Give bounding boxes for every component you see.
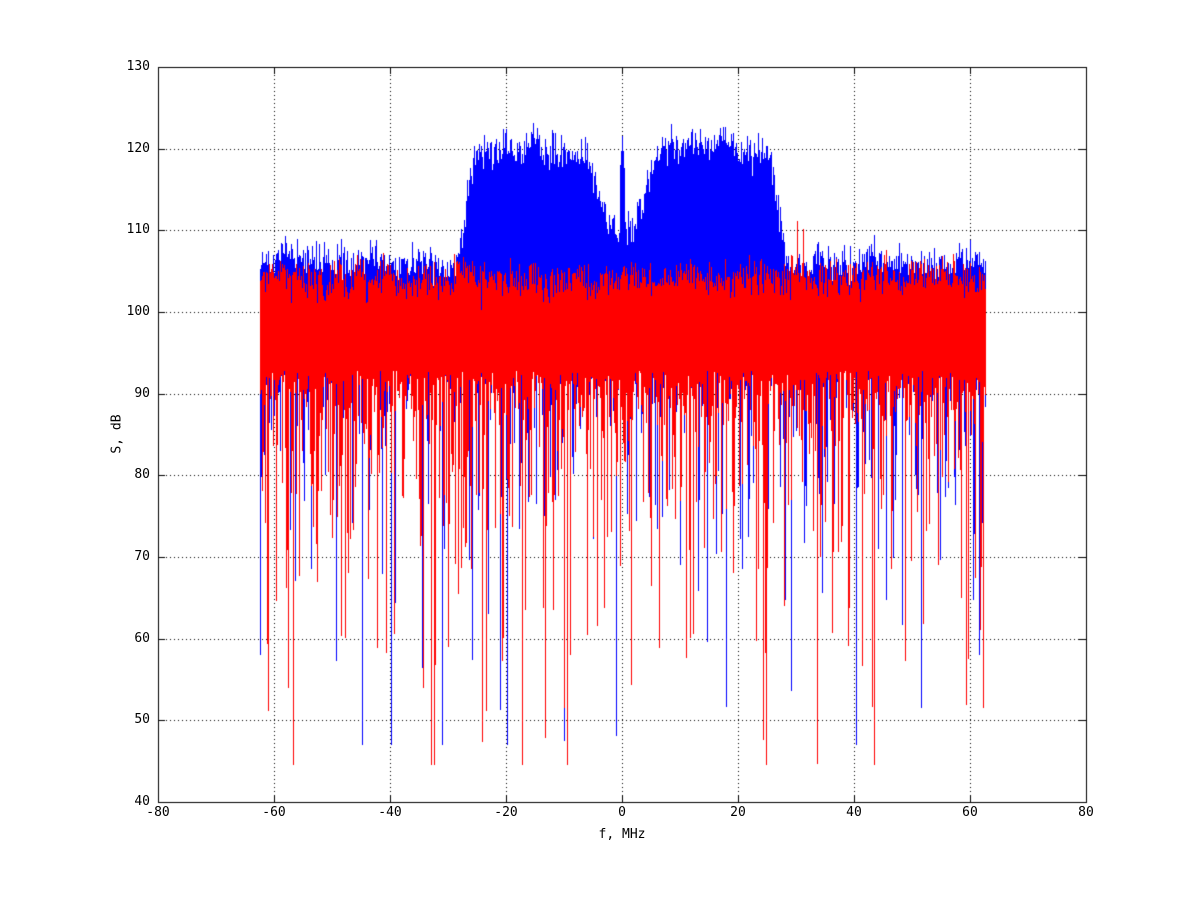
x-tick-label: -80 [146,805,170,820]
y-tick-label: 130 [126,59,150,74]
x-tick-label: -20 [494,805,518,820]
y-axis-label: S, dB [109,414,125,454]
x-tick-label: 60 [962,805,978,820]
y-tick-label: 110 [126,222,150,238]
y-tick-label: 60 [134,630,150,646]
y-tick-label: 70 [134,549,150,564]
y-tick-label: 90 [134,385,150,401]
y-tick-label: 100 [126,304,150,319]
x-tick-label: -40 [378,805,402,820]
x-tick-label: -60 [262,805,286,820]
x-tick-label: 20 [730,805,746,820]
x-tick-label: 40 [846,805,862,820]
y-tick-label: 50 [134,712,150,728]
y-tick-label: 80 [134,467,150,483]
x-tick-label: 0 [618,805,626,820]
x-axis-label: f, MHz [598,827,646,842]
y-tick-label: 120 [126,140,150,156]
y-tick-label: 40 [134,794,150,809]
x-tick-label: 80 [1078,805,1094,820]
